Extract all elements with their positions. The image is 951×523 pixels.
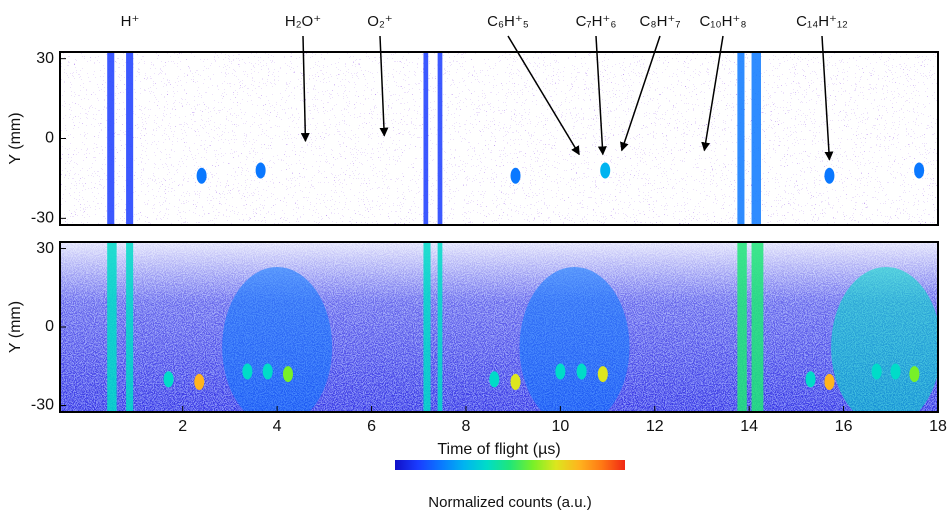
spot <box>282 366 293 383</box>
stripe <box>737 242 747 412</box>
cloud <box>222 267 333 412</box>
spot <box>909 366 920 383</box>
spot <box>805 371 816 388</box>
stripe <box>751 52 761 225</box>
spot <box>576 363 587 380</box>
spot <box>510 373 521 390</box>
spot <box>510 167 521 184</box>
annotation-label: H⁺ <box>121 13 140 30</box>
spot <box>163 371 174 388</box>
spot <box>489 371 500 388</box>
ion-image-panel <box>60 242 938 412</box>
y-tick-label: 0 <box>45 130 54 147</box>
x-tick-label: 18 <box>929 418 947 435</box>
x-tick-label: 10 <box>551 418 569 435</box>
spot <box>824 373 835 390</box>
x-tick-label: 2 <box>178 418 187 435</box>
spot <box>824 167 835 184</box>
spot <box>242 363 253 380</box>
y-tick-label: 0 <box>45 318 54 335</box>
y-tick-label: 30 <box>36 240 54 257</box>
x-tick-label: 6 <box>367 418 376 435</box>
y-axis-label: Y (mm) <box>7 112 24 164</box>
annotation-arrow <box>620 35 661 152</box>
cloud <box>519 267 630 412</box>
x-tick-label: 4 <box>273 418 282 435</box>
annotation-label: C₁₄H⁺₁₂ <box>796 13 848 30</box>
stripe <box>423 52 429 225</box>
spot <box>196 167 207 184</box>
spot <box>262 363 273 380</box>
stripe <box>751 242 764 412</box>
noise <box>60 52 938 225</box>
stripe <box>437 52 443 225</box>
annotation-label: C₆H⁺₅ <box>487 13 529 30</box>
spot <box>890 363 901 380</box>
stripe <box>107 242 117 412</box>
spot <box>255 162 266 179</box>
y-tick-label: -30 <box>31 397 54 414</box>
annotation-arrow <box>595 35 607 156</box>
x-axis-label: Time of flight (µs) <box>437 441 560 458</box>
annotation-label: O₂⁺ <box>367 13 392 30</box>
fade <box>60 242 938 412</box>
x-tick-label: 14 <box>740 418 758 435</box>
x-tick-label: 8 <box>462 418 471 435</box>
colorbar <box>395 460 625 470</box>
cloud <box>831 267 938 412</box>
x-tick-label: 12 <box>646 418 664 435</box>
spot <box>600 162 611 179</box>
stripe <box>126 52 134 225</box>
annotation-arrow <box>300 35 310 143</box>
y-tick-label: 30 <box>36 50 54 67</box>
y-tick-label: -30 <box>31 210 54 227</box>
stripe <box>107 52 115 225</box>
spot <box>914 162 925 179</box>
annotation-label: C₁₀H⁺₈ <box>699 13 746 30</box>
spot <box>194 373 205 390</box>
stripe <box>437 242 443 412</box>
annotation-arrow <box>701 35 724 152</box>
annotation-arrow <box>507 35 580 156</box>
spot <box>597 366 608 383</box>
x-tick-label: 16 <box>835 418 853 435</box>
annotation-arrow <box>379 35 389 137</box>
colorbar-label: Normalized counts (a.u.) <box>428 494 591 511</box>
annotation-label: C₇H⁺₆ <box>576 13 617 30</box>
annotation-label: C₈H⁺₇ <box>640 13 681 30</box>
annotation-label: H₂O⁺ <box>285 13 321 30</box>
stripe <box>737 52 745 225</box>
stripe <box>423 242 431 412</box>
stripe <box>126 242 134 412</box>
ion-image-panel <box>60 52 938 225</box>
spot <box>555 363 566 380</box>
y-axis-label: Y (mm) <box>7 301 24 353</box>
annotation-arrow <box>821 35 834 161</box>
spot <box>871 363 882 380</box>
